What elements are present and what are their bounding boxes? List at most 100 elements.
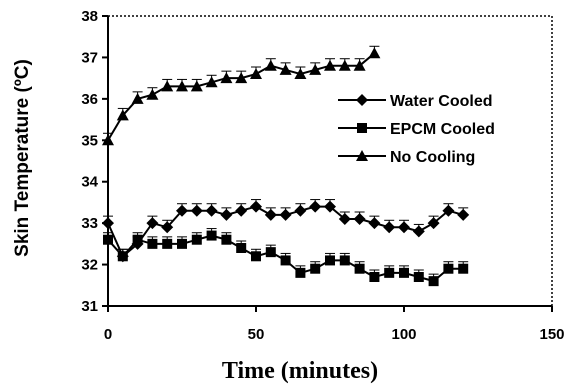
x-tick-label: 0 xyxy=(104,326,112,343)
no-cooling-point xyxy=(338,59,351,71)
y-tick-label: 35 xyxy=(81,132,98,149)
no-cooling-point xyxy=(264,59,277,71)
no-cooling-point xyxy=(205,76,218,88)
epcm-cooled-point xyxy=(354,263,365,274)
no-cooling-point xyxy=(324,59,336,71)
no-cooling-point xyxy=(146,88,159,100)
epcm-cooled-point xyxy=(265,247,276,258)
y-tick-label: 34 xyxy=(81,174,98,191)
y-tick-label: 32 xyxy=(81,257,98,274)
epcm-cooled-point xyxy=(428,276,439,287)
no-cooling-point xyxy=(176,80,188,92)
water-cooled-point xyxy=(338,213,351,225)
y-axis-label: Skin Temperature (ºC) xyxy=(12,59,33,257)
epcm-cooled-point xyxy=(325,255,335,266)
no-cooling-point xyxy=(250,68,262,79)
y-axis-ticks: 31 32 33 34 35 36 37 38 xyxy=(81,8,108,315)
epcm-cooled-point xyxy=(103,234,113,245)
x-tick-label: 100 xyxy=(391,326,416,343)
water-cooled-point xyxy=(442,204,455,217)
epcm-cooled-point xyxy=(251,251,261,262)
series-no-cooling xyxy=(102,45,381,146)
no-cooling-line xyxy=(107,52,376,141)
legend: Water Cooled EPCM Cooled No Cooling xyxy=(338,93,495,166)
legend-item-no-cooling: No Cooling xyxy=(338,149,475,166)
epcm-cooled-point xyxy=(117,251,128,262)
water-cooled-point xyxy=(368,217,381,230)
water-cooled-point xyxy=(324,200,336,213)
plot-frame xyxy=(107,15,553,307)
water-cooled-point xyxy=(427,217,440,230)
legend-label: Water Cooled xyxy=(390,93,493,110)
epcm-cooled-point xyxy=(236,243,247,253)
water-cooled-point xyxy=(161,221,174,234)
series-epcm-cooled xyxy=(103,228,469,287)
water-cooled-point xyxy=(235,204,248,217)
water-cooled-point xyxy=(264,208,277,221)
no-cooling-point xyxy=(309,63,322,75)
water-cooled-point xyxy=(457,208,470,221)
x-axis-ticks: 0 50 100 150 xyxy=(104,306,565,343)
epcm-cooled-point xyxy=(443,263,454,274)
water-cooled-point xyxy=(205,204,218,217)
water-cooled-point xyxy=(146,217,159,230)
water-cooled-point xyxy=(398,221,410,234)
epcm-cooled-point xyxy=(369,272,380,282)
y-tick-label: 31 xyxy=(81,298,98,315)
legend-marker xyxy=(356,150,368,161)
legend-item-epcm-cooled: EPCM Cooled xyxy=(338,121,495,138)
water-cooled-point xyxy=(102,217,114,230)
series-water-cooled xyxy=(102,199,470,263)
y-tick-label: 36 xyxy=(81,91,98,108)
water-cooled-point xyxy=(220,208,233,221)
water-cooled-point xyxy=(279,208,292,221)
epcm-cooled-point xyxy=(147,238,158,249)
epcm-cooled-point xyxy=(413,272,424,282)
epcm-cooled-point xyxy=(191,234,202,245)
water-cooled-point xyxy=(294,204,307,217)
y-tick-label: 33 xyxy=(81,215,98,232)
epcm-cooled-point xyxy=(162,238,173,249)
legend-item-water-cooled: Water Cooled xyxy=(338,93,493,110)
water-cooled-point xyxy=(250,200,262,213)
epcm-cooled-point xyxy=(310,263,321,274)
y-tick-label: 37 xyxy=(81,49,98,66)
x-tick-label: 150 xyxy=(539,326,564,343)
no-cooling-point xyxy=(353,59,366,71)
water-cooled-point xyxy=(353,213,366,225)
series-layer xyxy=(102,45,470,287)
epcm-cooled-point xyxy=(132,234,143,245)
epcm-cooled-point xyxy=(339,255,350,266)
epcm-cooled-point xyxy=(384,267,395,278)
no-cooling-point xyxy=(235,72,248,84)
no-cooling-point xyxy=(102,134,114,146)
legend-label: EPCM Cooled xyxy=(390,121,495,138)
no-cooling-point xyxy=(116,109,129,121)
water-cooled-point xyxy=(383,221,396,234)
epcm-cooled-point xyxy=(221,234,232,245)
x-tick-label: 50 xyxy=(248,326,265,343)
no-cooling-point xyxy=(190,80,203,92)
no-cooling-point xyxy=(161,80,174,92)
epcm-cooled-point xyxy=(399,267,409,278)
water-cooled-point xyxy=(309,200,322,213)
epcm-cooled-point xyxy=(295,267,306,278)
legend-label: No Cooling xyxy=(390,149,475,166)
epcm-cooled-point xyxy=(206,230,217,241)
no-cooling-point xyxy=(368,47,381,59)
water-cooled-point xyxy=(190,204,203,217)
legend-marker xyxy=(357,123,367,133)
water-cooled-point xyxy=(412,225,425,238)
y-tick-label: 38 xyxy=(81,8,98,25)
no-cooling-point xyxy=(294,68,307,79)
no-cooling-point xyxy=(220,72,233,84)
epcm-cooled-point xyxy=(458,263,469,274)
legend-marker xyxy=(356,94,368,106)
epcm-cooled-point xyxy=(280,255,291,266)
no-cooling-point xyxy=(279,63,292,75)
epcm-cooled-point xyxy=(177,238,187,249)
x-axis-label: Time (minutes) xyxy=(222,358,378,384)
water-cooled-point xyxy=(176,204,188,217)
no-cooling-point xyxy=(131,92,144,104)
